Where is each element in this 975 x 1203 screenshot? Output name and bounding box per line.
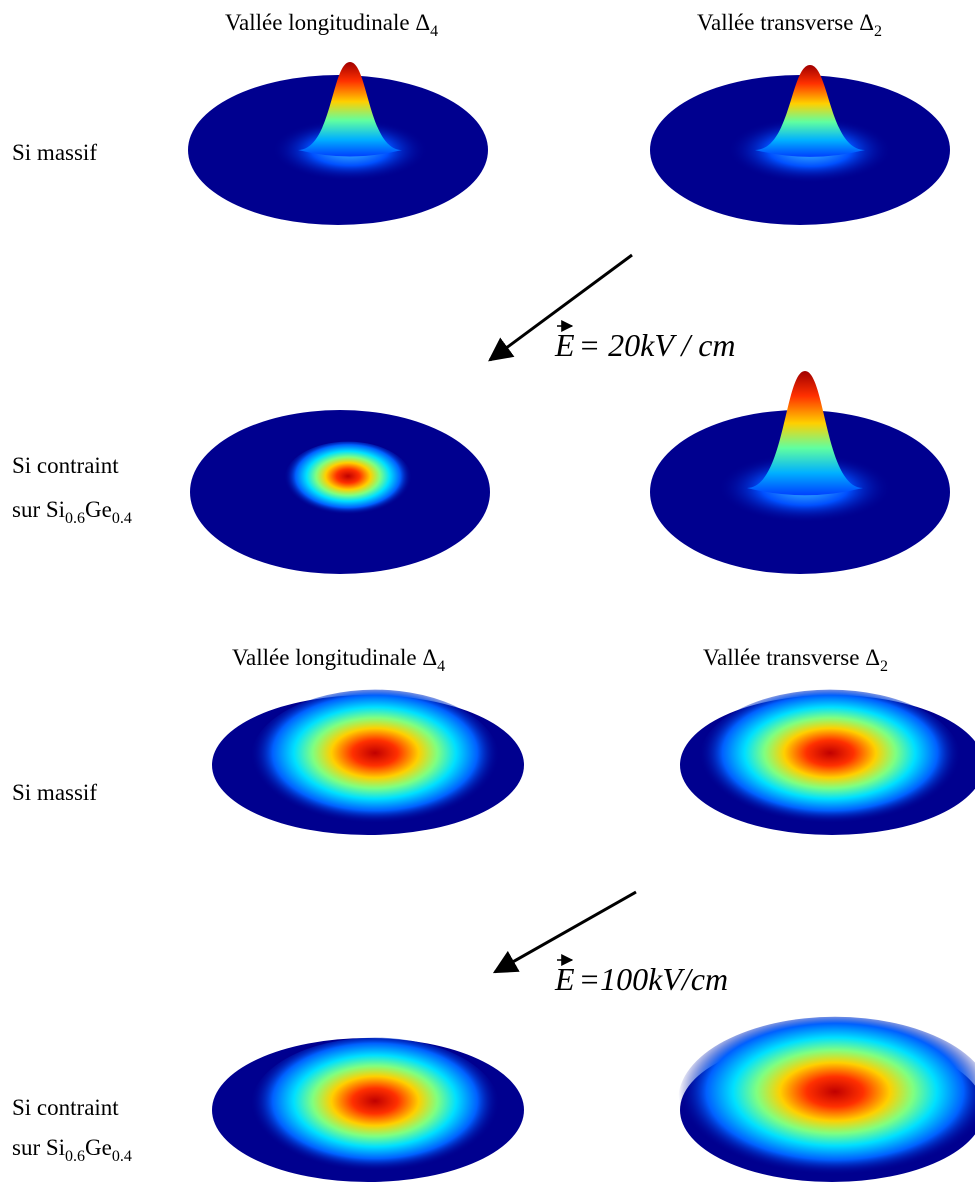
header-subscript: 4	[437, 658, 445, 675]
column-header: Vallée transverse Δ2	[697, 10, 882, 40]
peak	[747, 371, 863, 496]
field-symbol: E	[554, 327, 575, 363]
row-label: Si contraint	[12, 453, 119, 478]
label-text: Ge	[85, 1135, 112, 1160]
row-label: Si contraint	[12, 1095, 119, 1120]
header-subscript: 2	[880, 658, 888, 675]
arrow	[488, 253, 633, 362]
row-label: sur Si0.6Ge0.4	[12, 497, 132, 527]
row-label: sur Si0.6Ge0.4	[12, 1135, 132, 1165]
column-header: Vallée longitudinale Δ4	[232, 645, 445, 675]
header-text: Vallée transverse Δ	[697, 10, 874, 35]
label-subscript: 0.6	[65, 1148, 85, 1165]
field-symbol: E	[554, 961, 575, 997]
density-blob	[678, 1016, 975, 1184]
label-text: sur Si	[12, 497, 65, 522]
label-text: Ge	[85, 497, 112, 522]
panel: Vallée longitudinale Δ4 Vallée transverse…	[12, 10, 950, 574]
header-subscript: 4	[430, 23, 438, 40]
density-blob	[250, 689, 500, 831]
density-blob	[698, 689, 962, 831]
field-label: E =100kV/cm	[554, 961, 728, 997]
field-label: E = 20kV / cm	[554, 327, 736, 363]
column-header: Vallée longitudinale Δ4	[225, 10, 438, 40]
arrow	[492, 890, 637, 974]
header-text: Vallée longitudinale Δ	[225, 10, 430, 35]
label-subscript: 0.6	[65, 510, 85, 527]
field-value: = 20kV / cm	[579, 327, 736, 363]
column-header: Vallée transverse Δ2	[703, 645, 888, 675]
peak	[755, 65, 865, 157]
row-label: Si massif	[12, 140, 97, 165]
density-blob	[250, 1037, 500, 1179]
header-text: Vallée longitudinale Δ	[232, 645, 437, 670]
header-text: Vallée transverse Δ	[703, 645, 880, 670]
row-label: Si massif	[12, 780, 97, 805]
peak	[298, 62, 402, 157]
panel: Vallée longitudinale Δ4 Vallée transverse…	[12, 645, 975, 1184]
density-blob	[284, 441, 412, 519]
label-text: sur Si	[12, 1135, 65, 1160]
header-subscript: 2	[874, 23, 882, 40]
label-subscript: 0.4	[112, 1148, 132, 1165]
field-value: =100kV/cm	[579, 961, 729, 997]
label-subscript: 0.4	[112, 510, 132, 527]
